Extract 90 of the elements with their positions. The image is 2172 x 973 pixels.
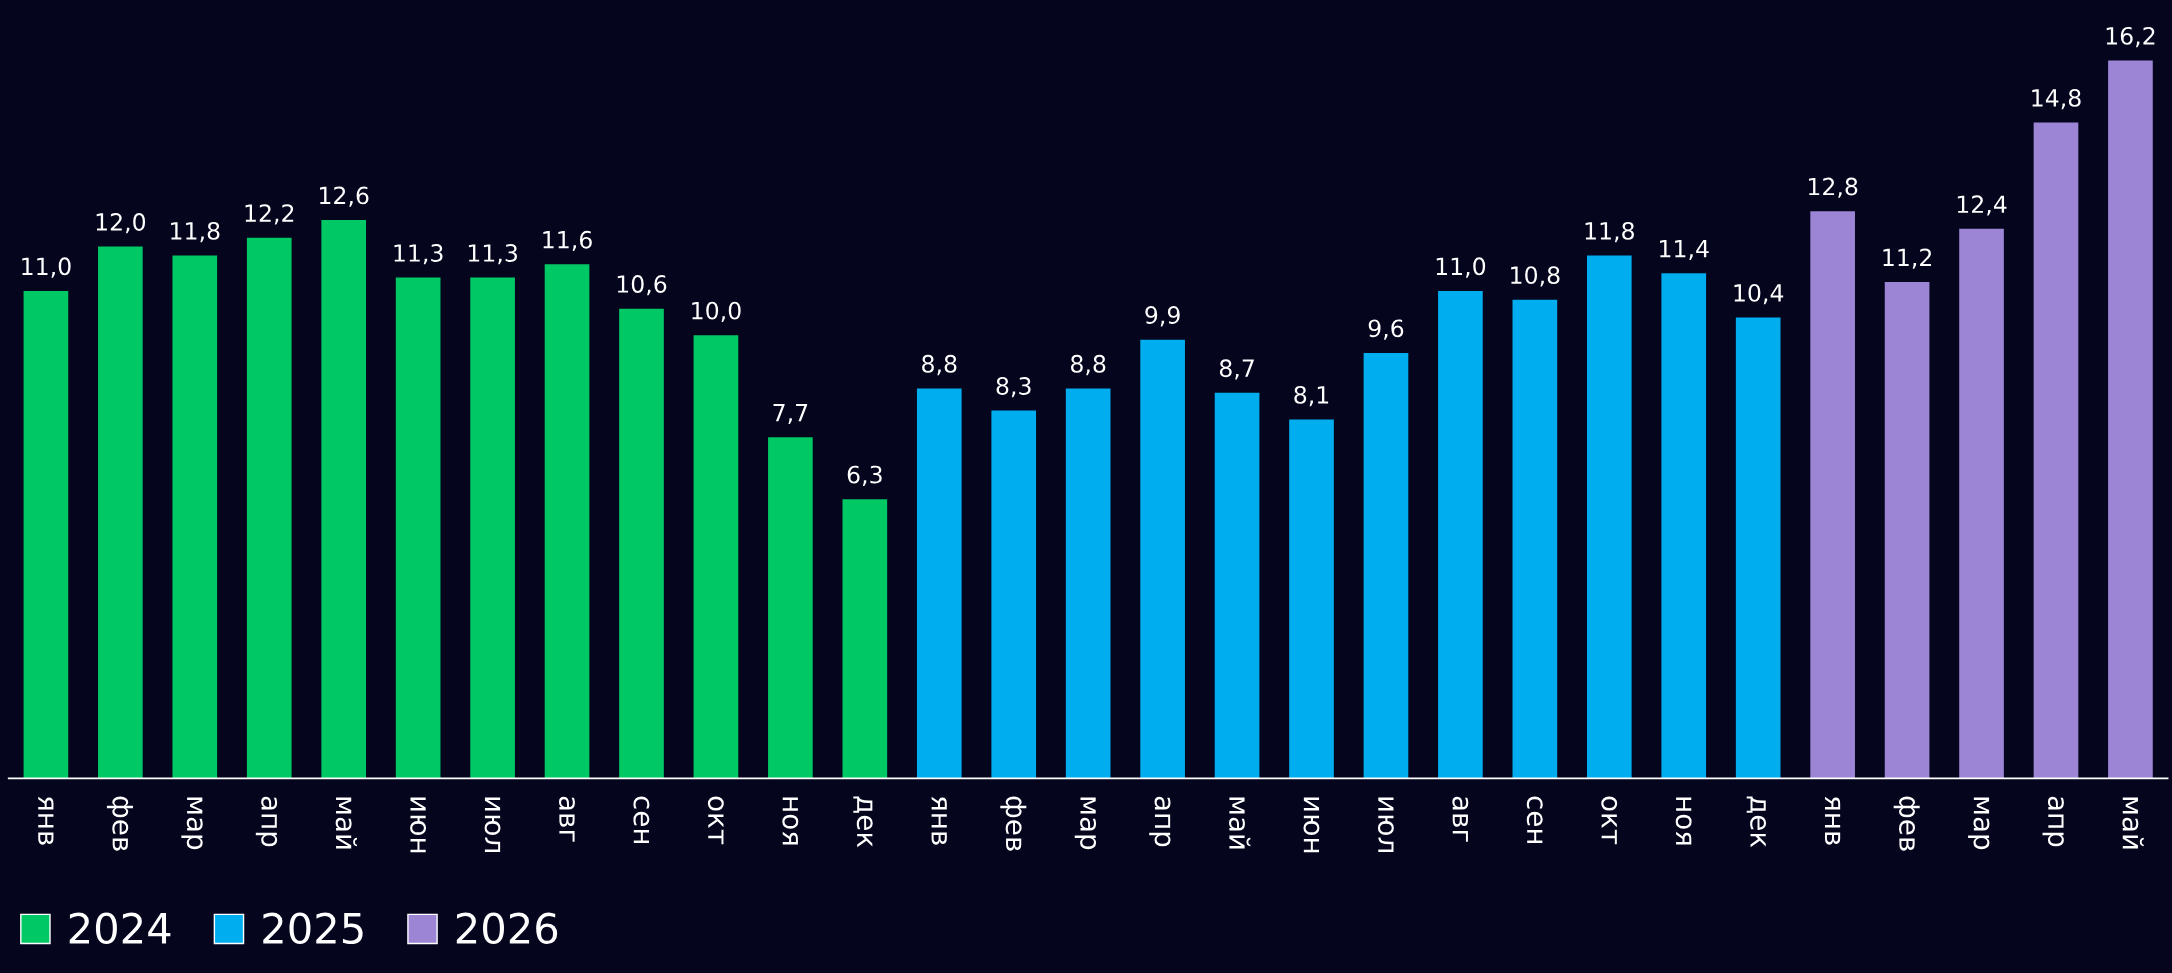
- data-label: 10,8: [1511, 266, 1560, 287]
- data-label: 16,2: [2106, 26, 2155, 48]
- bar: [916, 388, 962, 779]
- bar: [544, 264, 590, 779]
- x-tick-label: фев: [106, 796, 133, 851]
- x-tick-label: ноя: [782, 797, 799, 845]
- x-tick-label: ноя: [1675, 797, 1692, 845]
- x-tick-label: май: [2122, 797, 2144, 849]
- data-label: 9,6: [1368, 319, 1404, 340]
- data-label: 11,3: [394, 244, 443, 265]
- x-tick-label: май: [1229, 797, 1251, 849]
- data-label: 11,8: [171, 221, 220, 243]
- bar: [1289, 419, 1334, 779]
- x-tick-label: июл: [1377, 797, 1394, 852]
- x-tick-label: фев: [1000, 796, 1027, 851]
- data-label: 11,3: [468, 244, 517, 265]
- bar: [2108, 60, 2153, 779]
- data-label: 12,0: [96, 213, 146, 234]
- x-tick-label: июн: [1303, 797, 1320, 853]
- x-tick-label: дек: [853, 796, 873, 848]
- bar: [2033, 122, 2079, 779]
- x-tick-label: окт: [1601, 796, 1618, 845]
- data-label: 11,4: [1660, 239, 1709, 260]
- x-tick-label: янв: [38, 796, 54, 845]
- data-label: 7,7: [773, 403, 808, 424]
- x-tick-label: авг: [1452, 796, 1469, 842]
- bar: [768, 437, 813, 779]
- data-label: 8,3: [996, 377, 1031, 398]
- x-tick-label: мар: [1074, 797, 1097, 850]
- data-label: 12,2: [245, 204, 294, 225]
- data-label: 8,7: [1219, 359, 1254, 380]
- x-tick-label: янв: [1824, 796, 1841, 845]
- data-label: 12,4: [1957, 195, 2007, 216]
- data-label: 11,0: [22, 257, 71, 278]
- x-tick-label: авг: [558, 796, 575, 842]
- bar: [619, 308, 664, 779]
- bar: [23, 290, 69, 779]
- bar: [321, 220, 367, 779]
- data-label: 8,8: [922, 354, 957, 376]
- data-label: 9,9: [1145, 306, 1180, 327]
- bar: [1140, 339, 1185, 779]
- bar: [1438, 290, 1483, 779]
- legend-label: 2025: [263, 912, 363, 945]
- data-label: 11,2: [1883, 248, 1932, 269]
- bar: [842, 499, 888, 779]
- data-label: 12,6: [320, 186, 369, 207]
- bar: [1214, 392, 1260, 779]
- bar: [1065, 388, 1111, 779]
- bar: [1586, 255, 1632, 779]
- bar: [1884, 282, 1930, 779]
- x-tick-label: янв: [931, 796, 947, 845]
- x-tick-label: мар: [181, 797, 203, 850]
- bar: [693, 335, 739, 779]
- data-label: 12,8: [1808, 177, 1858, 198]
- x-tick-label: май: [335, 797, 358, 849]
- data-label: 8,1: [1294, 385, 1329, 407]
- x-tick-label: окт: [707, 796, 724, 845]
- data-label: 8,8: [1071, 354, 1106, 376]
- x-tick-label: апр: [1149, 796, 1171, 847]
- x-tick-label: дек: [1746, 796, 1767, 848]
- bar: [1735, 317, 1781, 779]
- bar: [991, 410, 1037, 779]
- x-tick-label: фев: [1893, 796, 1920, 851]
- bar: [172, 255, 218, 779]
- data-label: 14,8: [2032, 88, 2081, 110]
- bar: [1661, 273, 1707, 779]
- data-label: 11,8: [1585, 221, 1634, 243]
- data-label: 11,6: [543, 230, 592, 252]
- data-label: 10,6: [617, 275, 667, 296]
- bar: [98, 246, 143, 779]
- bar: [1959, 228, 2004, 779]
- x-tick-label: апр: [255, 796, 278, 847]
- data-label: 10,0: [692, 301, 741, 322]
- bar: [246, 237, 292, 779]
- x-tick-label: сен: [633, 796, 650, 844]
- data-label: 11,0: [1436, 257, 1486, 278]
- legend-label: 2024: [69, 912, 171, 945]
- bar: [395, 277, 441, 779]
- bar: [1810, 211, 1855, 779]
- bar: [470, 277, 515, 779]
- legend-label: 2026: [456, 912, 558, 945]
- x-tick-label: июн: [410, 797, 427, 853]
- data-label: 6,3: [847, 465, 882, 486]
- x-tick-label: апр: [2042, 796, 2064, 847]
- x-tick-label: сен: [1526, 796, 1543, 844]
- x-tick-label: июл: [484, 797, 501, 852]
- data-label: 10,4: [1734, 283, 1784, 305]
- bar: [1512, 299, 1558, 779]
- bar: [1363, 352, 1409, 779]
- x-tick-label: мар: [1968, 797, 1990, 850]
